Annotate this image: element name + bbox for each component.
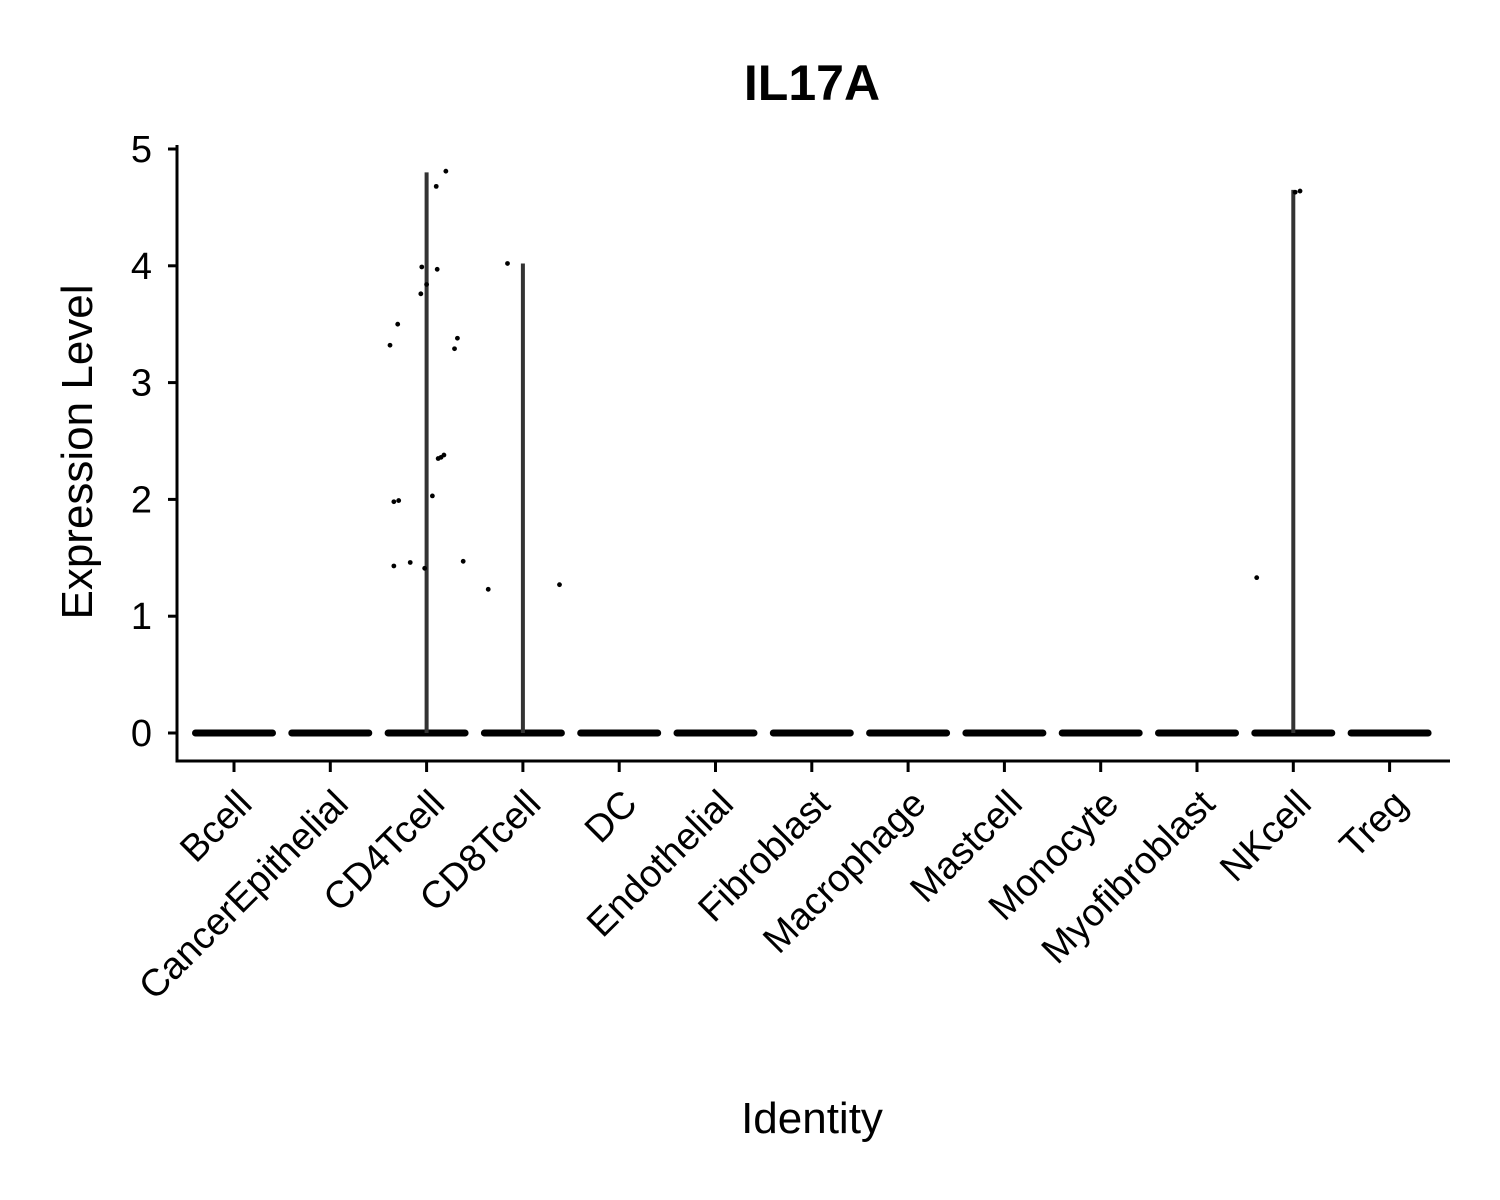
data-point-cd4tcell-11: [433, 183, 439, 189]
violin-base-macrophage: [866, 729, 951, 737]
violin-base-dc: [577, 729, 662, 737]
y-tick-label-0: 0: [131, 713, 152, 755]
violin-base-bcell: [192, 729, 276, 737]
data-point-cd8tcell-22: [557, 582, 562, 588]
data-point-cd4tcell-0: [387, 342, 393, 348]
x-tick-label-treg: Treg: [1332, 783, 1416, 867]
x-tick-label-myofibroblast: Myofibroblast: [1034, 782, 1224, 972]
data-point-cd4tcell-4: [391, 563, 397, 569]
data-point-cd4tcell-1: [395, 321, 401, 327]
data-point-nkcell-23: [1254, 575, 1260, 581]
violin-base-cancerepithelial: [288, 729, 373, 737]
violin-base-treg: [1347, 729, 1432, 737]
data-point-cd8tcell-20: [485, 586, 491, 592]
x-axis-title: Identity: [741, 1094, 883, 1143]
violin-base-mastcell: [962, 729, 1047, 737]
violins-layer: [192, 172, 1432, 737]
y-tick-label-4: 4: [131, 246, 152, 288]
data-point-nkcell-24: [1292, 189, 1298, 195]
data-point-cd4tcell-10: [429, 493, 435, 499]
data-point-cd4tcell-16: [441, 452, 447, 458]
points-layer: [387, 168, 1303, 592]
data-point-cd8tcell-21: [505, 261, 510, 266]
violin-base-endothelial: [673, 729, 758, 737]
x-tick-label-nkcell: NKcell: [1212, 783, 1319, 890]
data-point-cd4tcell-2: [391, 499, 397, 505]
violin-base-fibroblast: [769, 729, 854, 737]
data-point-cd4tcell-6: [418, 291, 424, 297]
x-tick-label-dc: DC: [577, 783, 646, 852]
y-axis-ticks: 0 1 2 3 4 5: [131, 129, 177, 755]
data-point-cd4tcell-17: [452, 346, 457, 352]
y-tick-label-2: 2: [131, 479, 152, 521]
y-tick-label-3: 3: [131, 363, 152, 405]
data-point-cd4tcell-7: [419, 264, 425, 270]
data-point-cd4tcell-9: [422, 565, 428, 571]
violin-base-myofibroblast: [1155, 729, 1239, 737]
y-tick-label-1: 1: [131, 596, 152, 638]
chart-title: IL17A: [744, 55, 880, 111]
violin-base-monocyte: [1058, 729, 1143, 737]
data-point-cd4tcell-19: [460, 558, 466, 564]
x-tick-label-bcell: Bcell: [172, 783, 260, 871]
data-point-cd4tcell-13: [434, 266, 440, 272]
y-axis-title: Expression Level: [53, 284, 102, 619]
data-point-nkcell-25: [1297, 188, 1303, 194]
data-point-cd4tcell-8: [424, 282, 429, 287]
y-tick-label-5: 5: [131, 129, 152, 171]
data-point-cd4tcell-5: [407, 560, 413, 565]
data-point-cd4tcell-18: [455, 335, 460, 341]
data-point-cd4tcell-12: [443, 168, 449, 174]
data-point-cd4tcell-3: [396, 498, 402, 503]
